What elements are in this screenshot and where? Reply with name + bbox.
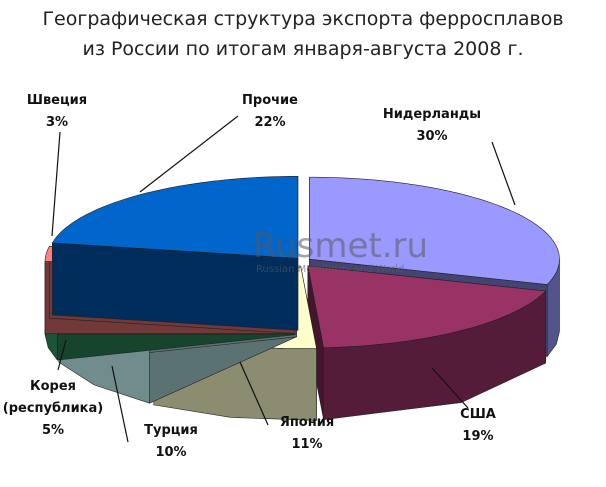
category-label: Прочие	[242, 93, 298, 108]
slice-top	[51, 176, 299, 259]
category-label: Корея (республика)	[2, 379, 104, 416]
category-label: Турция	[144, 423, 198, 438]
leader-line	[111, 365, 129, 443]
slice-top	[309, 176, 560, 285]
chart-title: из России по итогам января-августа 2008 …	[82, 38, 524, 60]
slice-top	[307, 265, 547, 348]
leader-line	[431, 367, 469, 409]
value-label: 11%	[291, 437, 323, 452]
slice-label: Нидерланды 30%	[383, 104, 481, 148]
slice-label: США 19%	[460, 404, 496, 448]
value-label: 10%	[155, 445, 187, 460]
leader-line	[491, 141, 516, 206]
leader-line	[239, 361, 269, 426]
slice	[307, 265, 547, 420]
leader-line	[57, 339, 67, 371]
slice-label: Япония 11%	[280, 412, 334, 456]
category-label: США	[460, 407, 496, 422]
leader-line	[139, 115, 239, 193]
category-label: Япония	[279, 415, 335, 430]
value-label: 5%	[41, 423, 65, 438]
leader-line	[51, 131, 61, 237]
category-label: Швеция	[26, 93, 88, 108]
slice-label: Корея (республика) 5%	[0, 376, 108, 442]
slice-label: Швеция 3%	[27, 90, 87, 134]
category-label: Нидерланды	[382, 107, 482, 122]
slice	[51, 176, 299, 331]
chart-title: Географическая структура экспорта феррос…	[42, 8, 564, 30]
value-label: 22%	[254, 115, 286, 130]
value-label: 30%	[416, 129, 448, 144]
slice-label: Турция 10%	[144, 420, 198, 464]
value-label: 19%	[462, 429, 494, 444]
watermark: Rusmet.ru	[253, 226, 429, 266]
watermark: Russian Metallurgy and World	[256, 264, 405, 275]
value-label: 3%	[45, 115, 69, 130]
slice-label: Прочие 22%	[242, 90, 298, 134]
